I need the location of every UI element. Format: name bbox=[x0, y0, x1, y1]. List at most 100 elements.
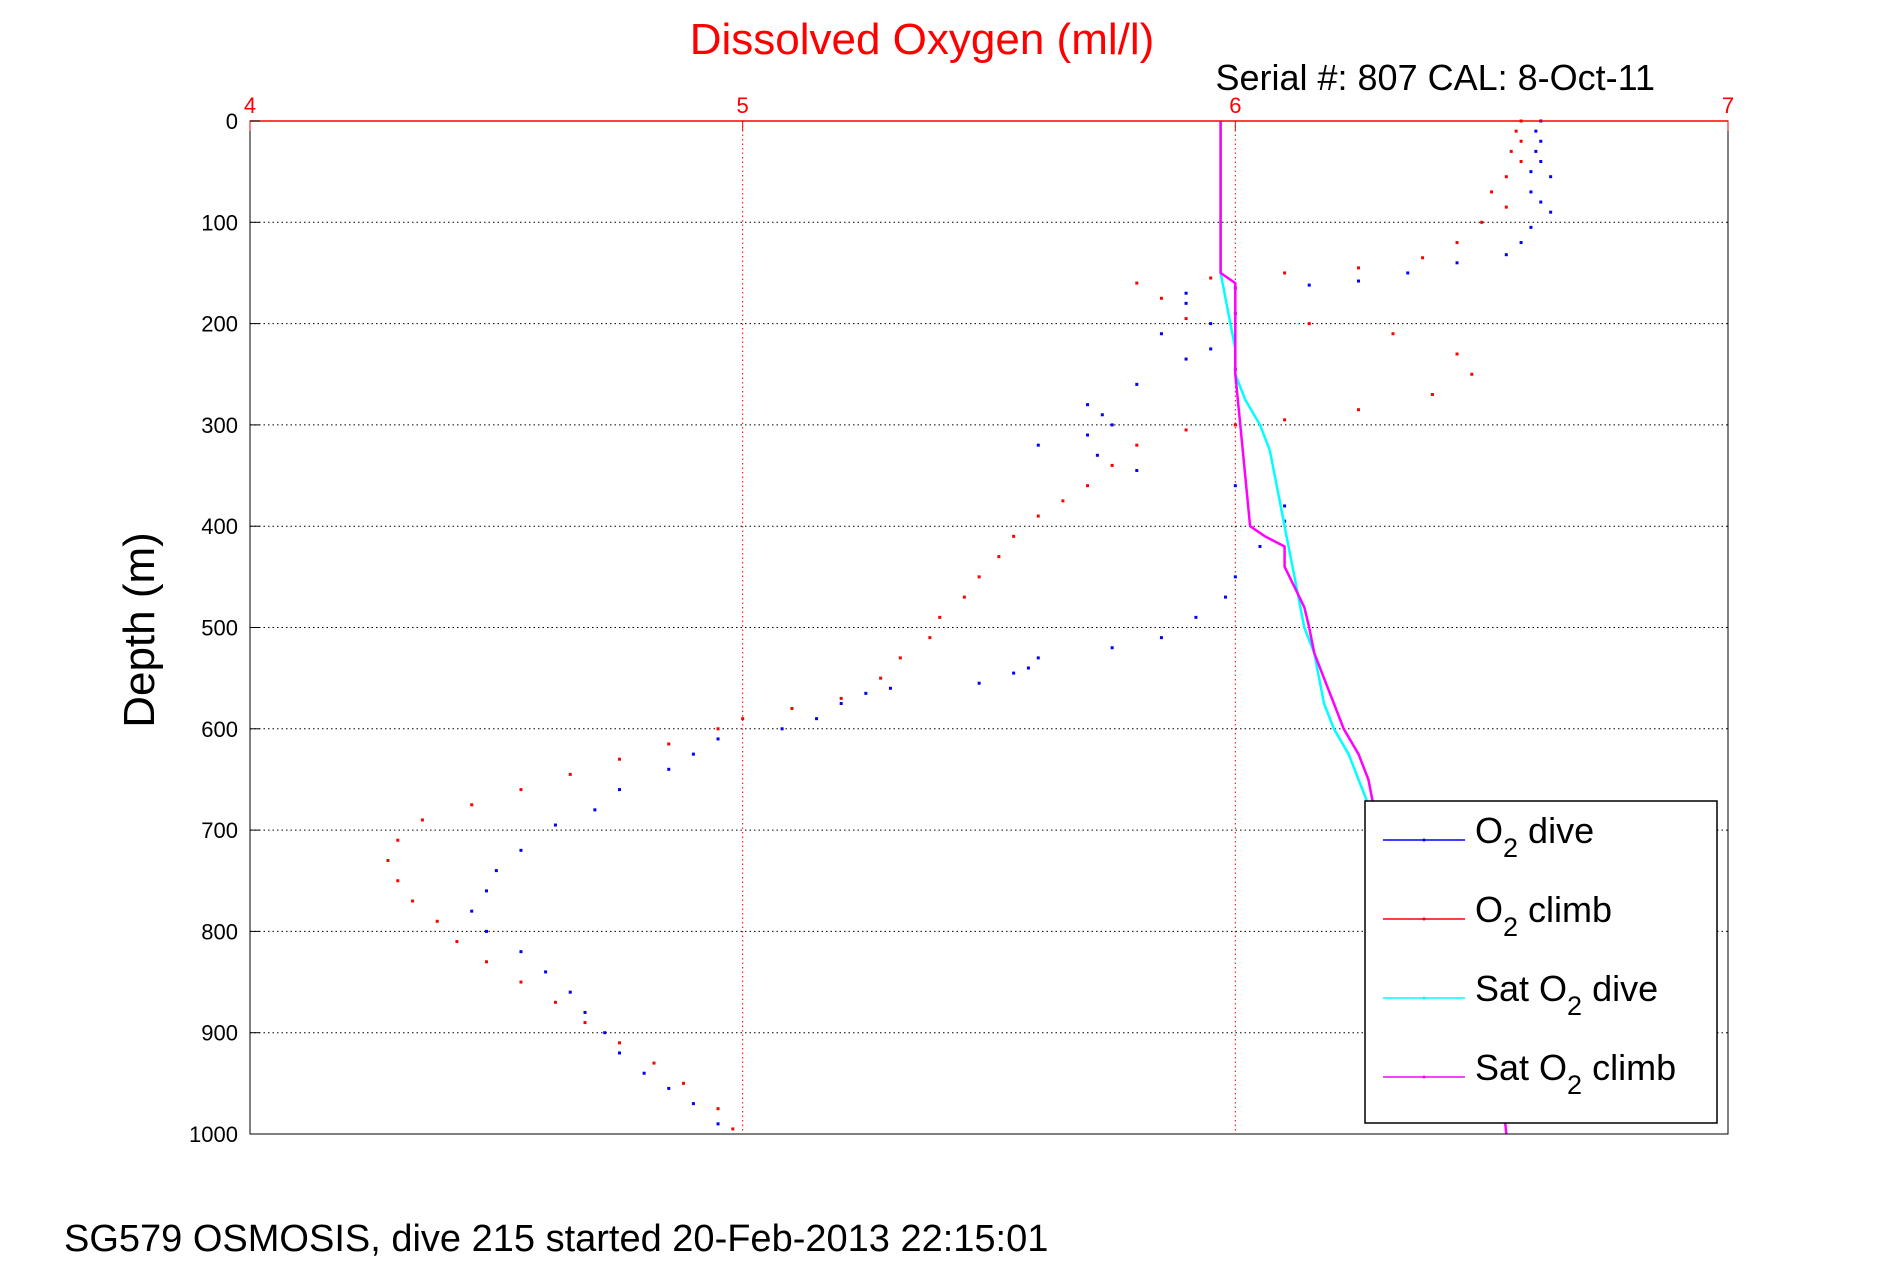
y-tick-label: 700 bbox=[201, 818, 238, 843]
data-point bbox=[691, 1102, 695, 1106]
data-point bbox=[928, 636, 932, 640]
data-point bbox=[1086, 403, 1090, 407]
data-point bbox=[938, 615, 942, 619]
data-point bbox=[603, 1031, 607, 1035]
data-point bbox=[962, 595, 966, 599]
data-point bbox=[731, 1127, 735, 1131]
x-axis: 4 5 6 7 bbox=[244, 93, 1734, 131]
data-point bbox=[553, 1000, 557, 1004]
y-tick-label: 1000 bbox=[189, 1122, 238, 1147]
data-point bbox=[1421, 256, 1425, 260]
data-point bbox=[568, 990, 572, 994]
data-point bbox=[1509, 149, 1513, 153]
data-point bbox=[519, 848, 523, 852]
data-point bbox=[1086, 484, 1090, 488]
data-point bbox=[455, 940, 459, 944]
data-point bbox=[1100, 413, 1104, 417]
y-axis-label: Depth (m) bbox=[115, 532, 164, 728]
data-point bbox=[1036, 514, 1040, 518]
data-point bbox=[716, 1107, 720, 1111]
data-point bbox=[1012, 534, 1016, 538]
data-point bbox=[1504, 175, 1508, 179]
data-point bbox=[1430, 393, 1434, 397]
data-point bbox=[1480, 220, 1484, 224]
data-point bbox=[652, 1061, 656, 1065]
data-point bbox=[420, 818, 424, 822]
data-point bbox=[1406, 271, 1410, 275]
data-point bbox=[888, 686, 892, 690]
x-tick-label: 7 bbox=[1722, 93, 1734, 118]
data-point bbox=[544, 970, 548, 974]
data-point bbox=[1519, 160, 1523, 164]
y-tick-label: 300 bbox=[201, 413, 238, 438]
data-point bbox=[1012, 671, 1016, 675]
y-tick-label: 200 bbox=[201, 312, 238, 337]
data-point bbox=[1184, 291, 1188, 295]
legend-label: O2 climb bbox=[1475, 889, 1612, 942]
data-point bbox=[1233, 575, 1237, 579]
data-point bbox=[1135, 443, 1139, 447]
data-point bbox=[682, 1081, 686, 1085]
data-point bbox=[1061, 499, 1065, 503]
data-point bbox=[1233, 484, 1237, 488]
data-point bbox=[519, 980, 523, 984]
data-point bbox=[716, 1122, 720, 1126]
data-point bbox=[716, 727, 720, 731]
data-point bbox=[1504, 205, 1508, 209]
data-point bbox=[494, 869, 498, 873]
data-point bbox=[519, 950, 523, 954]
data-point bbox=[898, 656, 902, 660]
data-point bbox=[977, 681, 981, 685]
y-tick-label: 800 bbox=[201, 919, 238, 944]
data-point bbox=[1159, 332, 1163, 336]
data-point bbox=[1519, 241, 1523, 245]
data-point bbox=[1549, 210, 1553, 214]
legend-label: Sat O2 climb bbox=[1475, 1047, 1676, 1100]
y-tick-label: 900 bbox=[201, 1021, 238, 1046]
data-point bbox=[1490, 190, 1494, 194]
legend-box bbox=[1364, 800, 1718, 1124]
x-tick-label: 4 bbox=[244, 93, 256, 118]
data-point bbox=[1470, 372, 1474, 376]
legend-marker bbox=[1422, 838, 1426, 842]
data-point bbox=[411, 899, 415, 903]
data-point bbox=[1307, 283, 1311, 287]
data-point bbox=[839, 701, 843, 705]
data-point bbox=[1194, 615, 1198, 619]
data-point bbox=[484, 889, 488, 893]
chart-title: Dissolved Oxygen (ml/l) bbox=[690, 15, 1155, 64]
data-point bbox=[1223, 595, 1227, 599]
data-point bbox=[1110, 463, 1114, 467]
data-point bbox=[1095, 453, 1099, 457]
data-point bbox=[1036, 443, 1040, 447]
data-point bbox=[1135, 382, 1139, 386]
data-point bbox=[977, 575, 981, 579]
data-point bbox=[583, 1010, 587, 1014]
data-point bbox=[1184, 428, 1188, 432]
data-point bbox=[618, 757, 621, 761]
data-point bbox=[519, 788, 523, 792]
data-point bbox=[568, 772, 572, 776]
y-tick-label: 500 bbox=[201, 616, 238, 641]
legend-label: Sat O2 dive bbox=[1475, 968, 1658, 1021]
data-point bbox=[1529, 225, 1533, 229]
data-point bbox=[642, 1071, 646, 1075]
series-line bbox=[1219, 121, 1370, 806]
y-tick-label: 0 bbox=[226, 109, 238, 134]
data-point bbox=[1357, 408, 1360, 412]
data-point bbox=[1534, 129, 1538, 133]
data-point bbox=[396, 838, 400, 842]
x-tick-label: 6 bbox=[1229, 93, 1241, 118]
data-point bbox=[1455, 261, 1459, 265]
data-point bbox=[790, 707, 794, 711]
data-point bbox=[1529, 190, 1533, 194]
data-point bbox=[553, 823, 557, 827]
data-point bbox=[1391, 332, 1395, 336]
data-point bbox=[1209, 276, 1213, 280]
data-point bbox=[386, 858, 390, 862]
data-point bbox=[484, 960, 488, 964]
data-point bbox=[1184, 301, 1188, 305]
data-point bbox=[1209, 347, 1213, 351]
data-point bbox=[1529, 170, 1533, 174]
